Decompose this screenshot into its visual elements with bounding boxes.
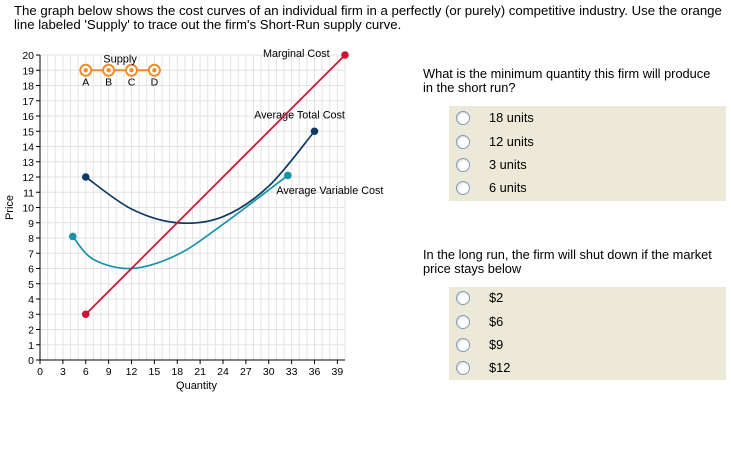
x-tick-label: 0 bbox=[37, 366, 43, 378]
radio-button-icon[interactable] bbox=[456, 158, 470, 172]
supply-tool-label: Supply bbox=[103, 53, 137, 65]
radio-button-icon[interactable] bbox=[456, 315, 470, 329]
x-tick-label: 33 bbox=[286, 366, 298, 378]
y-tick-label: 12 bbox=[22, 172, 34, 184]
q2-option-9[interactable]: $9 bbox=[449, 337, 726, 355]
question-2-prompt: In the long run, the firm will shut down… bbox=[423, 247, 712, 276]
radio-button-icon[interactable] bbox=[456, 361, 470, 375]
q2-option-label: $2 bbox=[489, 290, 504, 305]
question-1-prompt: What is the minimum quantity this firm w… bbox=[423, 66, 711, 95]
supply-point-a-center bbox=[83, 68, 88, 73]
y-tick-label: 7 bbox=[28, 248, 34, 260]
x-tick-label: 30 bbox=[263, 366, 275, 378]
q2-option-label: $12 bbox=[489, 360, 511, 375]
radio-button-icon[interactable] bbox=[456, 181, 470, 195]
y-tick-label: 18 bbox=[22, 81, 34, 93]
average-variable-cost-start-point bbox=[68, 232, 77, 241]
y-tick-label: 20 bbox=[22, 50, 34, 62]
radio-button-icon[interactable] bbox=[456, 338, 470, 352]
y-tick-label: 9 bbox=[28, 218, 34, 230]
x-tick-label: 27 bbox=[240, 366, 252, 378]
q1-option-6-units[interactable]: 6 units bbox=[449, 180, 726, 198]
q1-option-label: 6 units bbox=[489, 180, 527, 195]
y-tick-label: 2 bbox=[28, 325, 34, 337]
y-tick-label: 1 bbox=[28, 340, 34, 352]
y-tick-label: 10 bbox=[22, 203, 34, 215]
supply-point-c-center bbox=[129, 68, 134, 73]
x-tick-label: 18 bbox=[171, 366, 183, 378]
x-tick-label: 21 bbox=[194, 366, 206, 378]
y-tick-label: 14 bbox=[22, 142, 34, 154]
y-tick-label: 19 bbox=[22, 65, 34, 77]
x-axis-label: Quantity bbox=[176, 380, 217, 392]
q2-option-label: $6 bbox=[489, 314, 504, 329]
x-tick-label: 24 bbox=[217, 366, 229, 378]
question-1-choices: 18 units 12 units 3 units 6 units bbox=[449, 106, 726, 201]
x-tick-label: 15 bbox=[149, 366, 161, 378]
y-tick-label: 8 bbox=[28, 233, 34, 245]
y-axis-label: Price bbox=[4, 195, 16, 220]
x-tick-label: 12 bbox=[126, 366, 138, 378]
average-total-cost-end-point bbox=[310, 127, 319, 136]
average-total-cost-line bbox=[85, 130, 316, 225]
x-tick-label: 6 bbox=[83, 366, 89, 378]
q1-option-label: 3 units bbox=[489, 157, 527, 172]
q1-option-label: 18 units bbox=[489, 110, 534, 125]
average-variable-cost-end-point bbox=[284, 171, 292, 180]
average-total-cost-label: Average Total Cost bbox=[254, 109, 345, 121]
question-2-choices: $2 $6 $9 $12 bbox=[449, 287, 726, 380]
y-tick-label: 4 bbox=[28, 294, 34, 306]
supply-point-c-label: C bbox=[128, 76, 136, 88]
y-tick-label: 15 bbox=[22, 126, 34, 138]
x-tick-label: 3 bbox=[60, 366, 66, 378]
y-tick-label: 13 bbox=[22, 157, 34, 169]
marginal-cost-end-point bbox=[341, 51, 349, 59]
marginal-cost-line bbox=[85, 54, 346, 315]
average-variable-cost-line bbox=[72, 174, 289, 270]
x-tick-label: 39 bbox=[332, 366, 344, 378]
average-total-cost-start-point bbox=[81, 173, 90, 181]
q1-option-label: 12 units bbox=[489, 134, 534, 149]
x-tick-label: 9 bbox=[106, 366, 112, 378]
y-tick-label: 17 bbox=[22, 96, 34, 108]
radio-button-icon[interactable] bbox=[456, 135, 470, 149]
q1-option-12-units[interactable]: 12 units bbox=[449, 134, 726, 152]
y-tick-label: 3 bbox=[28, 309, 34, 321]
y-tick-label: 0 bbox=[28, 355, 34, 367]
instructions-text: The graph below shows the cost curves of… bbox=[14, 3, 722, 32]
supply-point-d-label: D bbox=[151, 76, 159, 88]
y-tick-label: 5 bbox=[28, 279, 34, 291]
y-tick-label: 16 bbox=[22, 111, 34, 123]
supply-point-d-center bbox=[152, 68, 157, 73]
x-tick-label: 36 bbox=[309, 366, 321, 378]
q2-option-2[interactable]: $2 bbox=[449, 290, 726, 308]
q2-option-6[interactable]: $6 bbox=[449, 314, 726, 332]
y-tick-label: 6 bbox=[28, 264, 34, 276]
q1-option-3-units[interactable]: 3 units bbox=[449, 157, 726, 175]
marginal-cost-label: Marginal Cost bbox=[263, 48, 330, 60]
y-tick-label: 11 bbox=[23, 187, 34, 199]
q1-option-18-units[interactable]: 18 units bbox=[449, 110, 726, 128]
supply-point-b-label: B bbox=[105, 76, 112, 88]
supply-point-b-center bbox=[106, 68, 111, 73]
radio-button-icon[interactable] bbox=[456, 111, 470, 125]
radio-button-icon[interactable] bbox=[456, 291, 470, 305]
supply-point-a-label: A bbox=[82, 76, 89, 88]
marginal-cost-start-point bbox=[81, 310, 90, 319]
average-variable-cost-label: Average Variable Cost bbox=[276, 185, 383, 197]
q2-option-label: $9 bbox=[489, 337, 504, 352]
q2-option-12[interactable]: $12 bbox=[449, 360, 726, 378]
